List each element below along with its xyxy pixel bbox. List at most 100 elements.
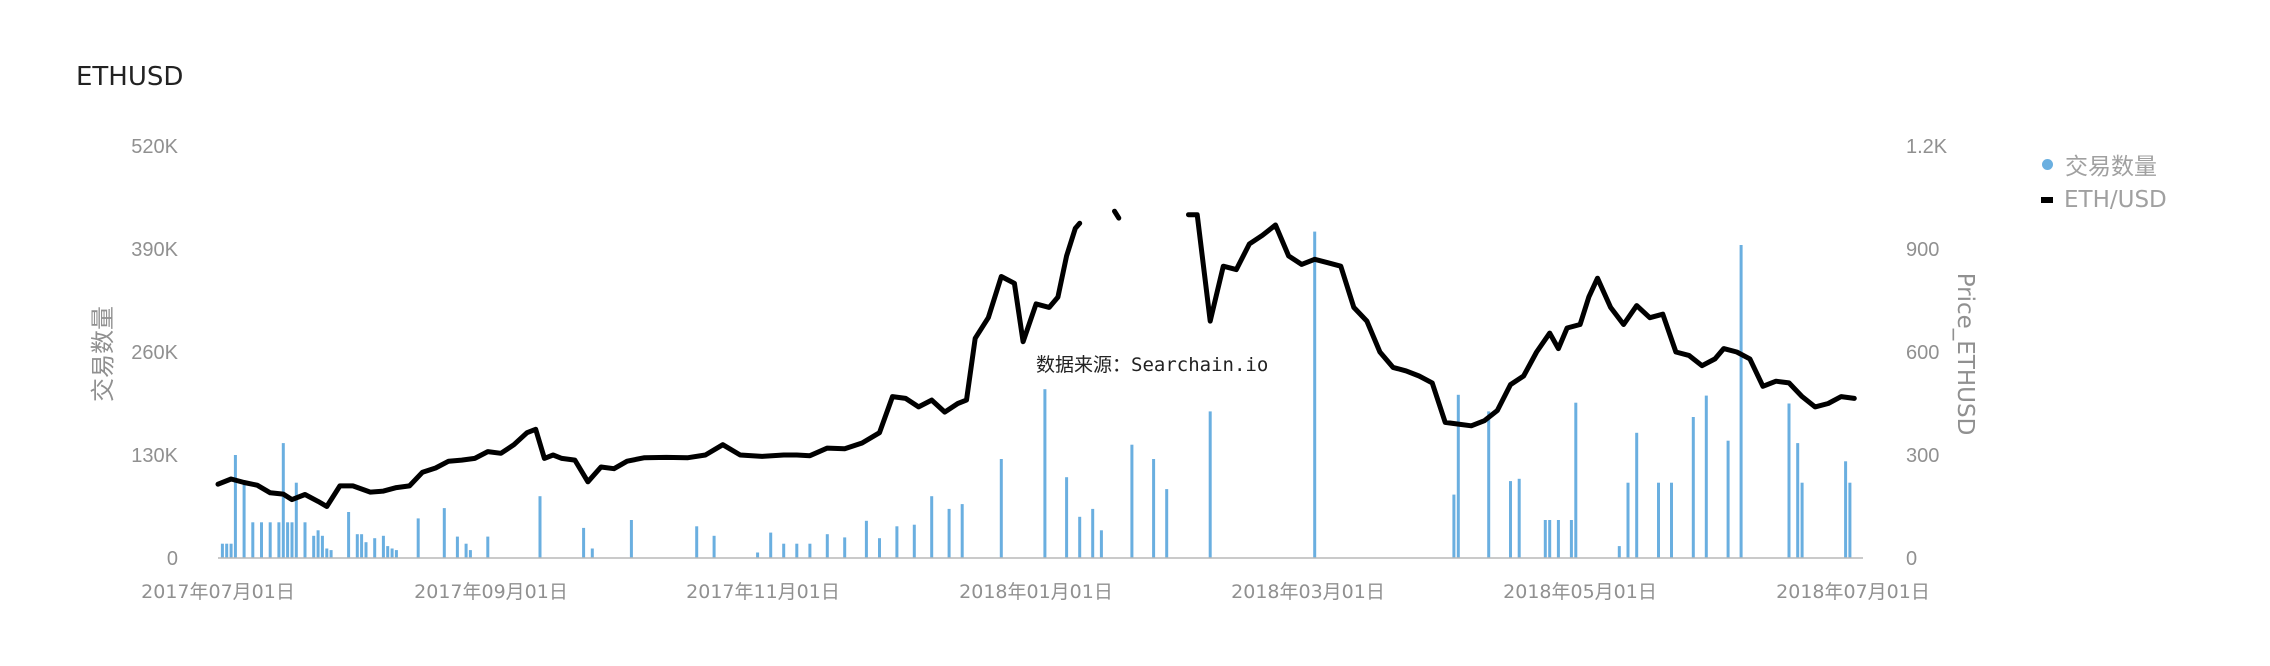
volume-bar xyxy=(1130,444,1134,558)
legend-label-price: ETH/USD xyxy=(2064,187,2167,213)
volume-bar xyxy=(1517,478,1521,558)
dot-icon xyxy=(2042,158,2053,170)
volume-bar xyxy=(1626,482,1630,558)
x-axis-ticks: 2017年07月01日 2017年09月01日 2017年11月01日 2018年01… xyxy=(141,581,1930,603)
volume-bar xyxy=(281,443,285,558)
chart-title: ETHUSD xyxy=(76,62,184,92)
left-tick-label: 0 xyxy=(167,548,178,570)
volume-bar xyxy=(390,548,394,558)
volume-bar xyxy=(825,534,829,558)
volume-bar xyxy=(582,527,586,558)
volume-bar xyxy=(930,496,934,558)
volume-bar xyxy=(225,543,229,558)
volume-bar xyxy=(1691,417,1695,558)
volume-bar xyxy=(960,504,964,558)
volume-bar xyxy=(303,522,307,558)
legend: 交易数量 ETH/USD xyxy=(2040,146,2167,218)
volume-bar xyxy=(277,522,281,558)
volume-bar xyxy=(1452,494,1456,558)
volume-bar xyxy=(878,538,881,558)
volume-bar xyxy=(1617,546,1621,558)
volume-bar xyxy=(1509,481,1512,558)
price-line-segment xyxy=(1112,208,1122,221)
volume-bar xyxy=(355,534,359,558)
volume-bar xyxy=(1556,520,1560,558)
volume-bar xyxy=(1152,459,1156,558)
volume-bar xyxy=(1543,520,1547,558)
right-tick-label: 300 xyxy=(1906,445,1939,467)
volume-bar xyxy=(1800,482,1804,558)
volume-bar xyxy=(312,535,316,558)
volume-bar xyxy=(590,548,594,558)
bar-series xyxy=(220,231,1852,558)
volume-bar xyxy=(1670,482,1673,558)
volume-bar xyxy=(1635,432,1639,558)
left-axis-label: 交易数量 xyxy=(89,306,117,402)
volume-bar xyxy=(360,534,364,558)
volume-bar xyxy=(1043,389,1047,558)
legend-label-volume: 交易数量 xyxy=(2065,154,2157,180)
volume-bar xyxy=(364,542,368,558)
x-tick-label: 2018年01月01日 xyxy=(959,581,1113,603)
volume-bar xyxy=(1844,461,1848,558)
volume-bar xyxy=(233,455,237,558)
volume-bar xyxy=(1208,411,1212,558)
volume-bar xyxy=(373,538,377,558)
volume-bar xyxy=(329,550,333,558)
volume-bar xyxy=(538,496,542,558)
volume-bar xyxy=(1739,245,1743,558)
volume-bar xyxy=(394,550,398,558)
legend-item-volume[interactable]: 交易数量 xyxy=(2040,146,2167,182)
volume-bar xyxy=(1078,516,1082,558)
left-tick-label: 130K xyxy=(131,445,178,467)
volume-bar xyxy=(1569,520,1573,558)
volume-bar xyxy=(895,526,899,558)
volume-bar xyxy=(1787,403,1791,558)
volume-bar xyxy=(468,550,472,558)
volume-bar xyxy=(1848,482,1852,558)
volume-bar xyxy=(912,524,916,558)
volume-bar xyxy=(1165,489,1169,558)
x-tick-label: 2017年11月01日 xyxy=(686,581,840,603)
left-tick-label: 390K xyxy=(131,239,178,261)
volume-bar xyxy=(486,536,490,558)
price-line-series xyxy=(215,208,1857,509)
volume-bar xyxy=(294,482,298,558)
left-axis-ticks: 0 130K 260K 390K 520K xyxy=(131,136,178,570)
x-tick-label: 2018年05月01日 xyxy=(1503,581,1657,603)
volume-bar xyxy=(464,543,468,558)
volume-bar xyxy=(1548,520,1552,558)
volume-bar xyxy=(629,520,633,558)
volume-bar xyxy=(1657,482,1660,558)
volume-bar xyxy=(325,548,329,558)
volume-bar xyxy=(260,522,263,558)
volume-bar xyxy=(268,522,272,558)
volume-bar xyxy=(1313,231,1317,558)
volume-bar xyxy=(442,508,446,558)
volume-bar xyxy=(286,522,290,558)
volume-bar xyxy=(1574,402,1578,558)
right-axis-ticks: 0 300 600 900 1.2K xyxy=(1906,136,1948,570)
price-line-segment xyxy=(215,220,1083,509)
volume-bar xyxy=(1099,530,1103,558)
volume-bar xyxy=(242,482,246,558)
volume-bar xyxy=(386,546,390,558)
volume-bar xyxy=(229,543,233,558)
volume-bar xyxy=(795,543,799,558)
volume-bar xyxy=(843,537,847,558)
volume-bar xyxy=(712,535,716,558)
volume-bar xyxy=(999,459,1003,558)
volume-bar xyxy=(381,535,385,558)
volume-bar xyxy=(1704,395,1708,558)
x-tick-label: 2018年07月01日 xyxy=(1776,581,1930,603)
volume-bar xyxy=(864,520,868,558)
volume-bar xyxy=(1726,440,1730,558)
x-tick-label: 2018年03月01日 xyxy=(1231,581,1385,603)
legend-item-price[interactable]: ETH/USD xyxy=(2040,182,2167,218)
volume-bar xyxy=(756,552,760,558)
price-line-segment xyxy=(1186,212,1857,429)
left-tick-label: 260K xyxy=(131,342,178,364)
volume-bar xyxy=(416,518,420,558)
volume-bar xyxy=(347,512,351,558)
